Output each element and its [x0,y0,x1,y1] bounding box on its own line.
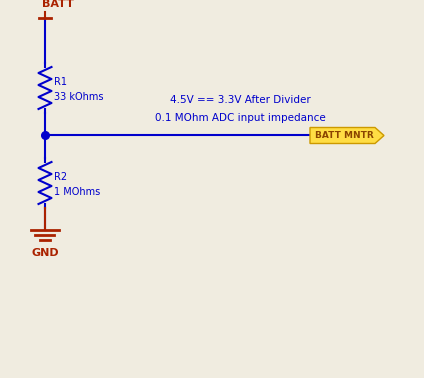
Text: BATT MNTR: BATT MNTR [315,131,374,140]
Text: GND: GND [31,248,59,258]
Text: 4.5V == 3.3V After Divider: 4.5V == 3.3V After Divider [170,96,310,105]
Text: 0.1 MOhm ADC input impedance: 0.1 MOhm ADC input impedance [155,113,325,123]
Text: R2: R2 [54,172,67,182]
Text: R1: R1 [54,77,67,87]
Polygon shape [310,127,384,144]
Text: 1 MOhms: 1 MOhms [54,187,100,197]
Text: BATT: BATT [42,0,74,9]
Text: 33 kOhms: 33 kOhms [54,92,103,102]
